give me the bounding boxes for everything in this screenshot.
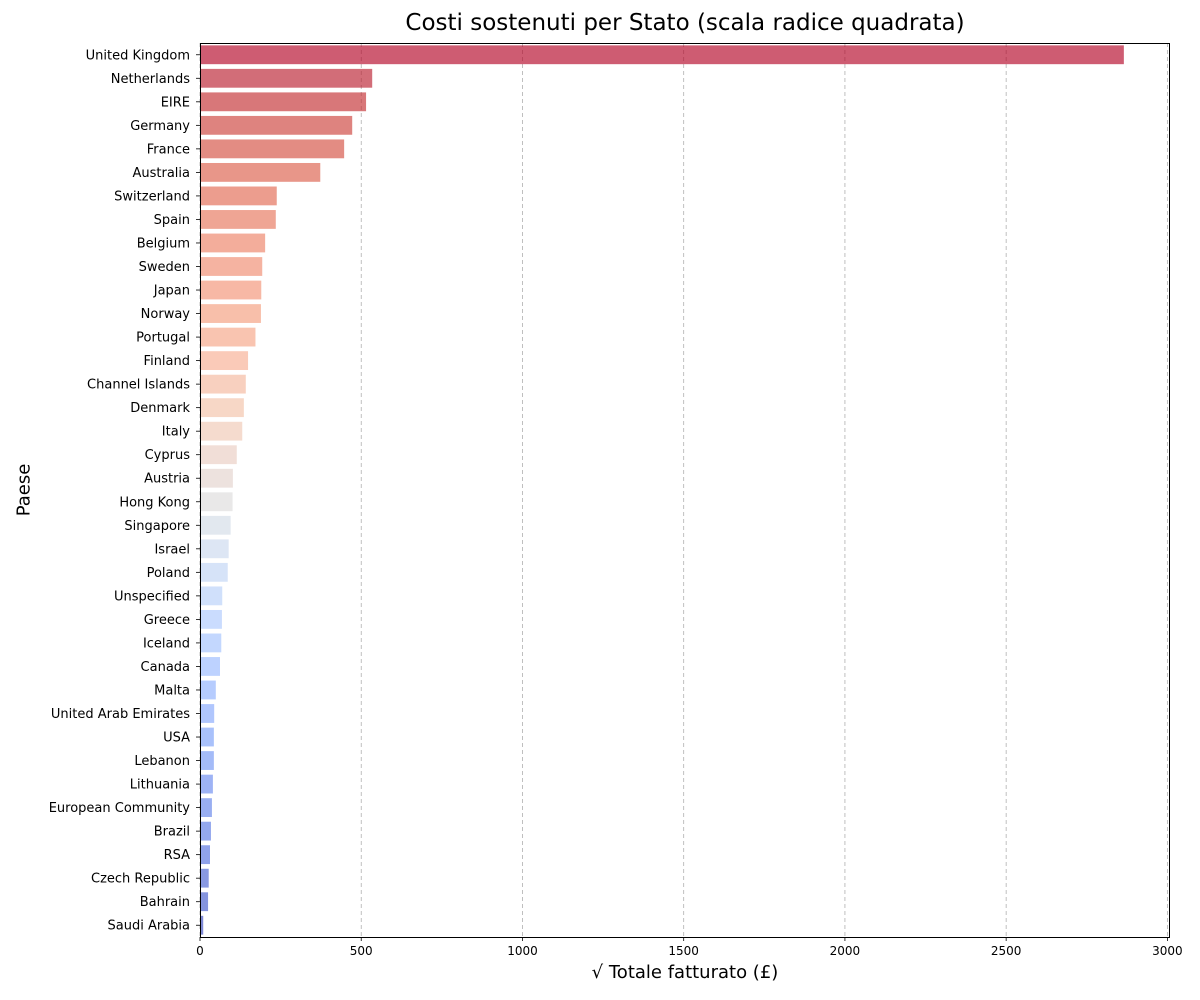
category-label: Norway (141, 307, 191, 322)
x-tick-label: 3000 (1152, 944, 1183, 958)
bar (200, 609, 222, 629)
x-tick-label: 2000 (830, 944, 861, 958)
bar (200, 915, 204, 935)
bar (200, 162, 321, 182)
category-label: Belgium (137, 236, 190, 251)
category-label: RSA (164, 848, 191, 863)
category-label: Greece (144, 613, 190, 628)
category-label: Australia (132, 166, 190, 181)
category-label: United Kingdom (86, 48, 190, 63)
bar (200, 468, 233, 488)
plot-frame (200, 43, 1170, 938)
category-label: Brazil (154, 825, 190, 840)
category-label: Finland (144, 354, 190, 369)
category-label: Japan (153, 284, 190, 299)
bar (200, 539, 229, 559)
bar (200, 515, 231, 535)
bar (200, 257, 263, 276)
bar (200, 892, 209, 912)
category-label: European Community (49, 801, 191, 816)
category-label: Hong Kong (119, 495, 190, 510)
category-label: Netherlands (111, 72, 190, 87)
bar (200, 562, 228, 582)
bar (200, 751, 214, 770)
category-label: Poland (147, 566, 190, 581)
category-label: Germany (130, 119, 190, 134)
bar (200, 92, 367, 112)
bar (200, 139, 345, 159)
category-label: Channel Islands (87, 378, 190, 393)
x-tick-label: 2500 (991, 944, 1022, 958)
bar (200, 280, 262, 300)
category-label: Iceland (143, 636, 190, 651)
x-tick-label: 500 (350, 944, 373, 958)
bar (200, 398, 244, 418)
category-label: Czech Republic (91, 872, 190, 887)
y-axis-label: Paese (13, 463, 35, 517)
category-label: Italy (162, 425, 191, 440)
bar (200, 374, 246, 394)
category-label: Lithuania (130, 778, 190, 793)
category-label: United Arab Emirates (51, 707, 190, 722)
category-label: Israel (154, 542, 190, 557)
bar (200, 210, 276, 229)
bar (200, 304, 261, 323)
bar (200, 68, 373, 88)
bar (200, 586, 223, 606)
bar (200, 845, 210, 865)
bars (200, 45, 1124, 935)
bar (200, 774, 213, 794)
category-label: Canada (141, 660, 190, 675)
category-label: Denmark (130, 401, 190, 416)
x-tick-label: 0 (196, 944, 204, 958)
category-labels: United Kingdom Netherlands EIRE Germany Fran… (49, 48, 200, 934)
bar (200, 327, 256, 347)
bar (200, 680, 216, 700)
category-label: Unspecified (114, 589, 190, 604)
x-tick-label: 1500 (668, 944, 699, 958)
category-label: Spain (154, 213, 190, 228)
category-label: Saudi Arabia (108, 919, 191, 934)
bar (200, 657, 220, 676)
category-label: Lebanon (134, 754, 190, 769)
bar (200, 868, 209, 888)
category-label: EIRE (161, 95, 190, 110)
bar (200, 45, 1124, 65)
bar (200, 186, 277, 206)
bar (200, 233, 266, 253)
category-label: Bahrain (140, 895, 190, 910)
bar (200, 704, 215, 723)
category-label: France (147, 142, 190, 157)
category-label: USA (163, 731, 190, 746)
bar (200, 492, 233, 512)
bar (200, 351, 249, 371)
category-label: Portugal (136, 331, 190, 346)
category-label: Austria (144, 472, 190, 487)
bar (200, 445, 237, 465)
x-tick-label: 1000 (507, 944, 538, 958)
bar (200, 821, 211, 841)
category-label: Singapore (124, 519, 190, 534)
category-label: Switzerland (114, 189, 190, 204)
bar (200, 633, 222, 653)
bar (200, 421, 243, 441)
grid-lines (199, 43, 1168, 937)
category-label: Malta (154, 683, 190, 698)
x-axis-ticks: 0 500 1000 1500 2000 2500 3000 (196, 937, 1183, 958)
chart-title: Costi sostenuti per Stato (scala radice … (405, 10, 965, 36)
x-axis-label: √ Totale fatturato (£) (591, 962, 779, 983)
bar (200, 798, 212, 818)
bar (200, 727, 214, 747)
category-label: Cyprus (145, 448, 191, 463)
bar (200, 115, 353, 135)
category-label: Sweden (139, 260, 190, 275)
